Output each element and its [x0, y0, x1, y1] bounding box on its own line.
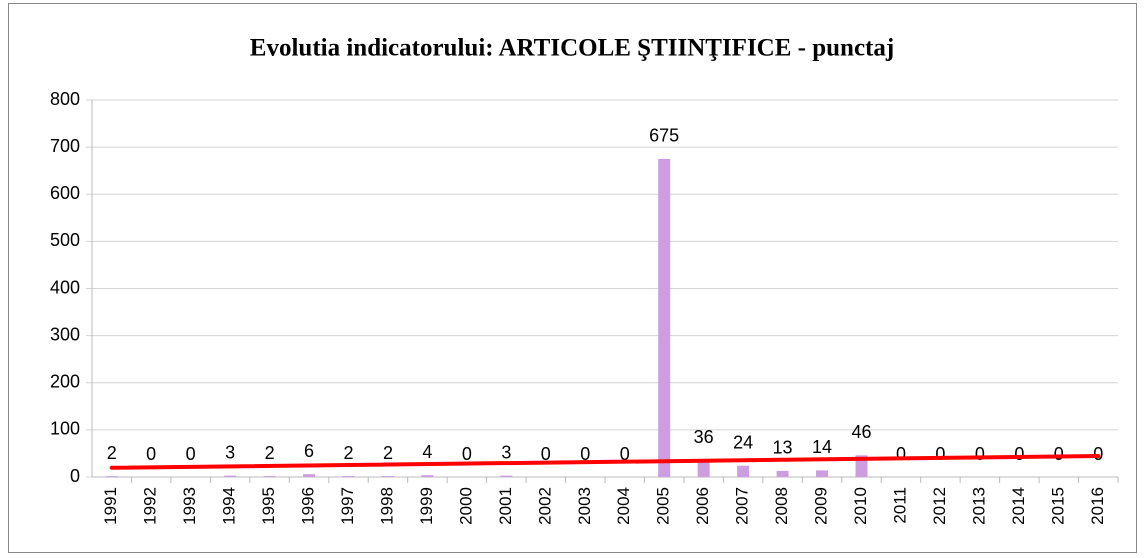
x-tick-label: 2007	[733, 487, 752, 525]
x-tick-label: 2008	[772, 487, 791, 525]
data-label: 6	[304, 441, 314, 461]
bar	[737, 465, 750, 477]
x-tick-label: 1991	[101, 487, 120, 525]
data-label: 2	[107, 443, 117, 463]
x-tick-label: 2005	[654, 487, 673, 525]
x-tick-label: 1994	[220, 487, 239, 525]
x-tick-label: 2011	[890, 487, 909, 524]
data-label: 0	[975, 444, 985, 464]
x-tick-label: 1992	[141, 487, 160, 525]
data-label: 2	[265, 443, 275, 463]
x-tick-label: 1996	[299, 487, 318, 525]
x-tick-label: 2015	[1048, 487, 1067, 525]
bar	[381, 476, 394, 477]
x-tick-label: 2002	[535, 487, 554, 525]
x-tick-label: 2006	[693, 487, 712, 525]
data-label: 0	[186, 444, 196, 464]
bar	[105, 476, 118, 477]
bar	[697, 460, 710, 477]
x-tick-label: 2012	[930, 487, 949, 525]
bar	[500, 475, 513, 477]
data-label: 0	[896, 444, 906, 464]
data-label: 0	[541, 444, 551, 464]
bar	[658, 158, 671, 477]
data-label: 0	[620, 444, 630, 464]
chart-title: Evolutia indicatorului: ARTICOLE ŞTIINŢI…	[250, 35, 894, 62]
data-label: 4	[422, 442, 432, 462]
x-tick-label: 2004	[614, 487, 633, 525]
y-tick-label: 300	[50, 324, 80, 344]
x-tick-label: 1998	[377, 487, 396, 525]
data-label: 675	[649, 126, 679, 146]
data-label: 0	[580, 444, 590, 464]
data-label: 24	[733, 432, 753, 452]
bar	[421, 475, 434, 477]
x-tick-label: 1999	[417, 487, 436, 525]
y-tick-label: 100	[50, 419, 80, 439]
x-tick-label: 1997	[338, 487, 357, 525]
bar	[303, 474, 316, 477]
data-label: 0	[935, 444, 945, 464]
data-label: 3	[501, 442, 511, 462]
y-tick-label: 0	[70, 466, 80, 486]
y-tick-label: 500	[50, 230, 80, 250]
x-tick-label: 2003	[575, 487, 594, 525]
x-tick-label: 2009	[812, 487, 831, 525]
data-label: 0	[1054, 444, 1064, 464]
y-tick-label: 400	[50, 277, 80, 297]
x-tick-label: 2010	[851, 487, 870, 525]
data-label: 14	[812, 437, 832, 457]
trendline	[109, 454, 1101, 470]
data-label: 0	[462, 444, 472, 464]
data-label: 36	[694, 427, 714, 447]
bar	[816, 470, 829, 477]
data-label: 0	[1014, 444, 1024, 464]
data-label: 13	[773, 438, 793, 458]
bar	[776, 470, 789, 477]
data-label: 2	[343, 443, 353, 463]
data-label: 0	[1093, 444, 1103, 464]
chart-border	[8, 3, 1137, 553]
bar	[342, 476, 355, 477]
x-tick-label: 1993	[180, 487, 199, 525]
x-tick-label: 2000	[456, 487, 475, 525]
x-tick-label: 2013	[969, 487, 988, 525]
x-tick-label: 1995	[259, 487, 278, 525]
x-tick-label: 2014	[1009, 487, 1028, 525]
y-tick-label: 600	[50, 183, 80, 203]
data-label: 2	[383, 443, 393, 463]
bar	[263, 476, 276, 477]
y-tick-label: 700	[50, 136, 80, 156]
y-tick-label: 800	[50, 89, 80, 109]
x-tick-label: 2001	[496, 487, 515, 525]
data-label: 46	[851, 422, 871, 442]
x-tick-label: 2016	[1088, 487, 1107, 525]
data-label: 0	[146, 444, 156, 464]
bar	[224, 475, 237, 477]
y-tick-label: 200	[50, 372, 80, 392]
data-label: 3	[225, 442, 235, 462]
